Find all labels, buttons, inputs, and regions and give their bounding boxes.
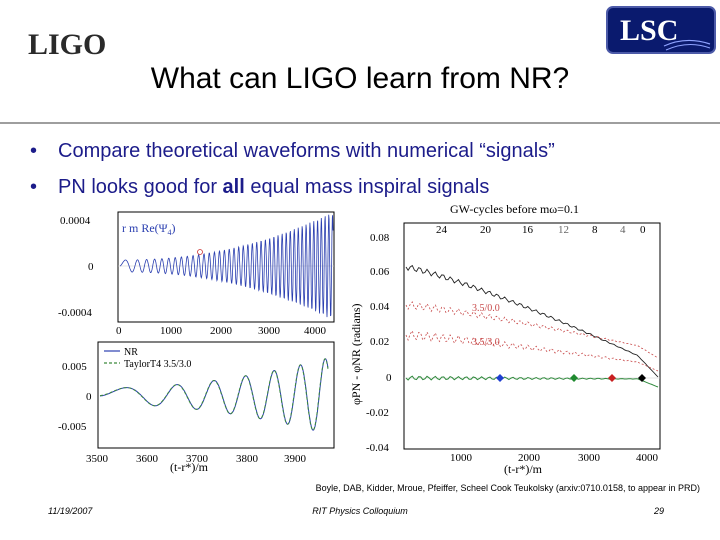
bullet-1: • Compare theoretical waveforms with nume…	[30, 140, 555, 163]
xtick-3: 3000	[578, 452, 601, 464]
slide-title: What can LIGO learn from NR?	[150, 62, 570, 95]
phase-curve-353	[405, 329, 659, 372]
marker-black	[638, 374, 646, 382]
waveform-label-main: r m Re(Ψ	[122, 221, 168, 235]
taylor-zoom-line	[99, 358, 329, 431]
waveform-zoom-plot: NR TaylorT4 3.5/3.0 0.005 0 -0.005 3500 …	[58, 341, 335, 465]
plot-frame	[403, 222, 661, 450]
legend-taylor: TaylorT4 3.5/3.0	[124, 359, 191, 370]
annotation-353: 3.5/3.0	[472, 337, 500, 348]
bullet-2: • PN looks good for all equal mass inspir…	[30, 176, 489, 199]
top-tick-1: 24	[436, 224, 448, 236]
xtick-1: 3500	[86, 453, 109, 465]
waveform-label: r m Re(Ψ4)	[122, 221, 176, 237]
ytick-3: 0.04	[370, 301, 390, 313]
bullet-dot: •	[30, 176, 38, 198]
xtick-1: 0	[116, 325, 122, 337]
title-divider	[0, 122, 720, 124]
ytick-5: 0	[386, 372, 392, 384]
waveform-label-sub: 4	[168, 228, 172, 237]
ytick-6: -0.02	[366, 407, 389, 419]
xlabel: (t-r*)/m	[504, 462, 543, 476]
bullet-2-post: equal mass inspiral signals	[244, 176, 490, 198]
top-tick-6: 4	[620, 224, 626, 236]
lsc-logo: LSC	[606, 6, 716, 54]
bullet-2-bold: all	[222, 176, 245, 198]
phase-difference-plot: GW-cycles before mω=0.1 24 20 16 12 8 4 …	[349, 202, 661, 476]
ylabel: φPN - φNR (radians)	[349, 303, 363, 405]
xtick-2: 2000	[518, 452, 541, 464]
nr-waveform-line	[119, 214, 334, 318]
phase-curve-black	[405, 264, 659, 378]
xtick-3: 3700	[186, 453, 209, 465]
citation: Boyle, DAB, Kidder, Mroue, Pfeiffer, Sch…	[315, 483, 700, 493]
top-tick-2: 20	[480, 224, 492, 236]
marker-red	[608, 374, 616, 382]
xtick-4: 3800	[236, 453, 259, 465]
top-tick-4: 12	[558, 224, 569, 236]
phase-curve-green	[405, 375, 659, 388]
xtick-4: 3000	[258, 325, 281, 337]
ytick-2: 0.06	[370, 266, 390, 278]
bullet-2-pre: PN looks good for	[58, 176, 223, 198]
ytick-1: 0.08	[370, 232, 390, 244]
annotation-350: 3.5/0.0	[472, 303, 500, 314]
ytick-1: 0.0004	[60, 215, 91, 227]
plot-frame	[117, 211, 335, 323]
page-number: 29	[653, 506, 664, 516]
bullet-1-text: Compare theoretical waveforms with numer…	[58, 140, 555, 162]
xtick-3: 2000	[210, 325, 233, 337]
footer-event: RIT Physics Colloquium	[312, 506, 408, 516]
top-tick-5: 8	[592, 224, 598, 236]
ytick-2: 0	[86, 391, 92, 403]
ytick-2: 0	[88, 261, 94, 273]
ytick-3: -0.0004	[58, 307, 92, 319]
marker-blue	[496, 374, 504, 382]
ytick-3: -0.005	[58, 421, 87, 433]
zoom-plot-xlabel: (t-r*)/m	[170, 460, 208, 474]
legend-nr: NR	[124, 347, 138, 358]
bullet-dot: •	[30, 140, 38, 162]
phase-curve-350	[405, 301, 659, 359]
top-tick-7: 0	[640, 224, 646, 236]
ytick-1: 0.005	[62, 361, 87, 373]
footer-date: 11/19/2007	[48, 506, 93, 516]
ligo-logo: LIGO	[28, 28, 106, 60]
ytick-7: -0.04	[366, 442, 389, 454]
top-tick-3: 16	[522, 224, 534, 236]
xtick-5: 3900	[284, 453, 307, 465]
xtick-5: 4000	[304, 325, 327, 337]
plot-frame	[97, 341, 335, 449]
marker-green	[570, 374, 578, 382]
lsc-logo-text: LSC	[620, 14, 678, 47]
ligo-logo-text: LIGO	[28, 28, 106, 60]
waveform-full-plot: r m Re(Ψ4) 0.0004 0 -0.0004 0 1000 2000 …	[58, 211, 335, 337]
top-axis-label: GW-cycles before mω=0.1	[450, 202, 579, 216]
waveform-label-close: )	[172, 221, 176, 235]
xtick-1: 1000	[450, 452, 473, 464]
xtick-2: 3600	[136, 453, 159, 465]
ytick-4: 0.02	[370, 336, 389, 348]
xtick-2: 1000	[160, 325, 183, 337]
xtick-4: 4000	[636, 452, 659, 464]
